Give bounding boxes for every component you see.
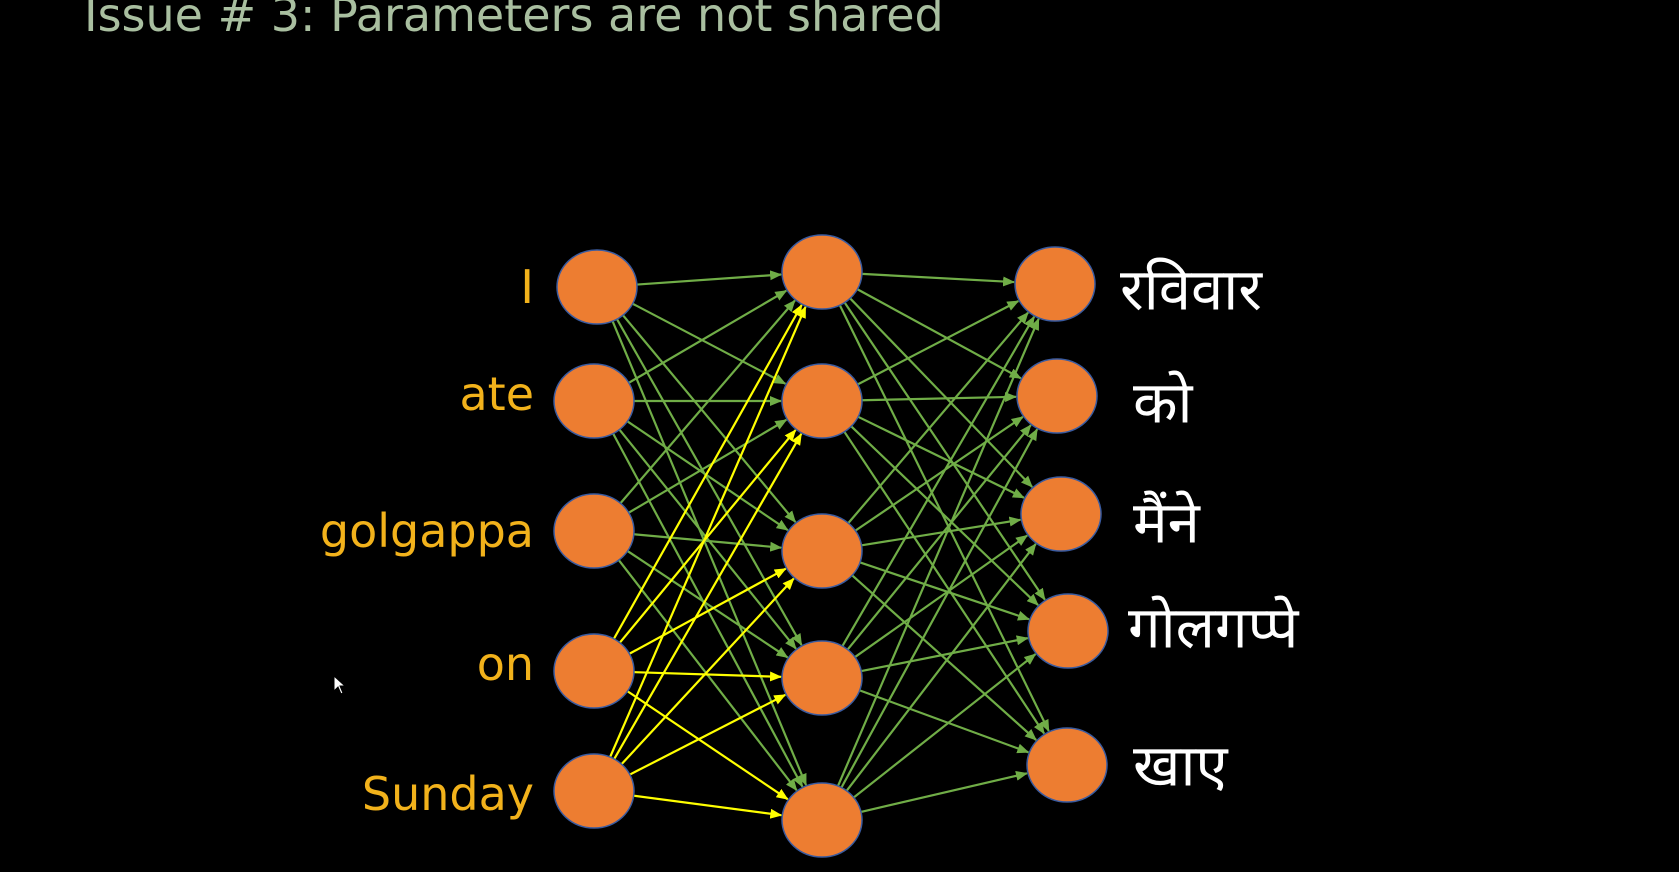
edge-input-4-hidden-3 [628,567,787,655]
edge-input-3-hidden-1 [619,299,796,504]
edge-input-1-hidden-5 [611,320,808,786]
edge-input-1-hidden-4 [615,318,803,646]
edge-input-5-hidden-1 [609,305,807,758]
edge-hidden-4-output-5 [859,689,1030,754]
edge-input-1-hidden-1 [636,270,783,286]
edge-hidden-5-output-5 [860,770,1028,813]
edge-hidden-1-output-1 [861,272,1016,287]
input-node-5 [553,753,635,829]
edge-hidden-2-output-1 [857,300,1020,386]
edge-hidden-3-output-5 [851,574,1037,741]
input-word-label: Sunday [361,767,534,821]
hidden-node-1 [781,234,863,310]
edge-hidden-5-output-1 [836,317,1040,787]
edge-hidden-1-output-3 [849,297,1033,488]
edge-input-3-hidden-3 [633,533,783,552]
hidden-node-3 [781,513,863,589]
slide-title: Issue # 3: Parameters are not shared [84,0,944,42]
input-word-label: ate [459,367,534,421]
edge-input-5-hidden-3 [620,577,795,765]
output-word-label: को [1133,368,1193,437]
edge-hidden-3-output-1 [847,311,1029,524]
edge-input-2-hidden-3 [626,420,789,532]
edge-input-5-hidden-4 [629,693,787,776]
edge-input-1-hidden-2 [632,302,787,385]
input-word-label: on [476,637,534,691]
output-node-3 [1020,476,1102,552]
edge-hidden-4-output-1 [841,315,1036,647]
edge-input-2-hidden-1 [628,289,788,384]
edge-hidden-4-output-2 [846,424,1032,651]
edge-hidden-5-output-3 [845,543,1037,792]
edge-hidden-3-output-4 [859,561,1030,621]
edge-input-2-hidden-4 [618,428,797,650]
input-node-3 [553,493,635,569]
output-word-label: खाए [1133,731,1228,800]
hidden-node-5 [781,782,863,858]
input-node-1 [556,249,638,325]
edge-input-4-hidden-4 [633,671,783,682]
output-node-2 [1016,358,1098,434]
edge-hidden-4-output-4 [861,635,1029,673]
edge-hidden-2-output-3 [857,415,1025,499]
edge-input-5-hidden-2 [613,432,803,760]
output-node-5 [1026,727,1108,803]
edge-hidden-3-output-2 [854,416,1024,532]
edge-input-3-hidden-2 [628,418,788,514]
edge-hidden-2-output-2 [861,392,1018,403]
edge-hidden-5-output-4 [853,653,1037,799]
input-node-2 [553,363,635,439]
edge-hidden-1-output-4 [843,301,1046,601]
output-word-label: मैंने [1133,488,1200,557]
edge-hidden-2-output-4 [850,425,1039,606]
edge-input-4-hidden-2 [618,429,797,644]
output-word-label: रविवार [1120,255,1262,324]
edge-input-5-hidden-5 [633,794,783,819]
output-word-label: गोलगप्पे [1128,593,1299,662]
edge-hidden-5-output-2 [840,428,1039,789]
edge-input-4-hidden-1 [612,304,803,640]
edge-hidden-3-output-3 [861,516,1022,547]
input-word-label: I [520,260,534,314]
edge-hidden-2-output-5 [843,431,1046,735]
edge-input-4-hidden-5 [626,690,789,801]
hidden-node-4 [781,640,863,716]
output-node-4 [1027,593,1109,669]
edge-input-1-hidden-3 [622,314,797,523]
mouse-cursor-icon [333,675,347,695]
hidden-node-2 [781,363,863,439]
edge-hidden-1-output-2 [856,288,1022,380]
input-word-label: golgappa [319,504,534,558]
input-node-4 [553,633,635,709]
output-node-1 [1014,246,1096,322]
edge-hidden-4-output-3 [854,534,1029,658]
